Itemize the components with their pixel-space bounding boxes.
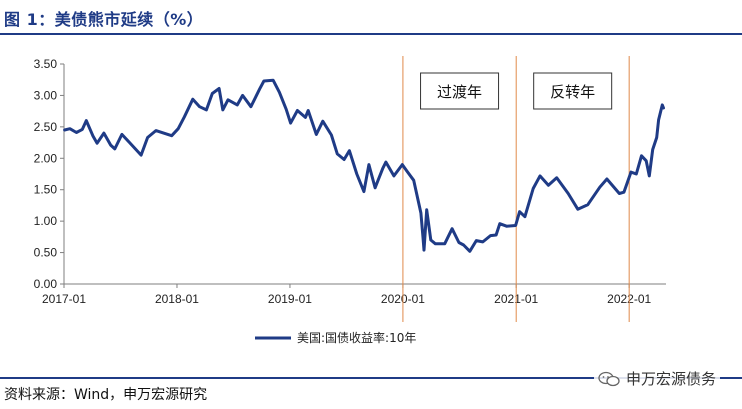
series-line <box>63 78 665 253</box>
y-tick-label: 0.00 <box>34 277 58 291</box>
title-divider <box>0 33 742 35</box>
y-tick-label: 2.50 <box>34 120 58 134</box>
x-tick-label: 2018-01 <box>155 292 199 306</box>
y-tick-label: 1.00 <box>34 214 58 228</box>
annotation-box: 反转年 <box>533 72 613 110</box>
annotation-frame <box>420 72 500 110</box>
legend: 美国:国债收益率:10年 <box>255 330 416 345</box>
y-tick-label: 2.00 <box>34 151 58 165</box>
source-note: 资料来源：Wind，申万宏源研究 <box>4 387 208 403</box>
y-tick-label: 3.00 <box>34 88 58 102</box>
vertical-markers <box>402 56 630 322</box>
watermark: 申万宏源债务 <box>593 366 720 391</box>
y-tick-label: 3.50 <box>34 57 58 71</box>
annotation-label: 过渡年 <box>437 83 482 101</box>
y-tick-label: 0.50 <box>34 246 58 260</box>
y-axis: 0.00 0.50 1.00 1.50 2.00 2.50 3.00 3.50 <box>34 57 65 291</box>
annotation-frame <box>533 72 613 110</box>
series-group <box>63 78 665 253</box>
watermark-text: 申万宏源债务 <box>625 370 716 388</box>
annotation-box: 过渡年 <box>420 72 500 110</box>
annotation-boxes: 过渡年 反转年 <box>420 72 613 110</box>
x-axis: 2017-01 2018-01 2019-01 2020-01 2021-01 2022-… <box>42 283 666 306</box>
footer-divider <box>0 377 742 379</box>
annotation-label: 反转年 <box>550 83 595 101</box>
chart-title: 图 1：美债熊市延续（%） <box>4 10 204 29</box>
y-tick-label: 1.50 <box>34 183 58 197</box>
chart-svg: 0.00 0.50 1.00 1.50 2.00 2.50 3.00 3.50 2017-01… <box>34 56 666 345</box>
legend-label: 美国:国债收益率:10年 <box>297 330 416 345</box>
wechat-icon <box>598 371 620 386</box>
x-tick-label: 2017-01 <box>42 292 86 306</box>
x-tick-label: 2019-01 <box>268 292 312 306</box>
